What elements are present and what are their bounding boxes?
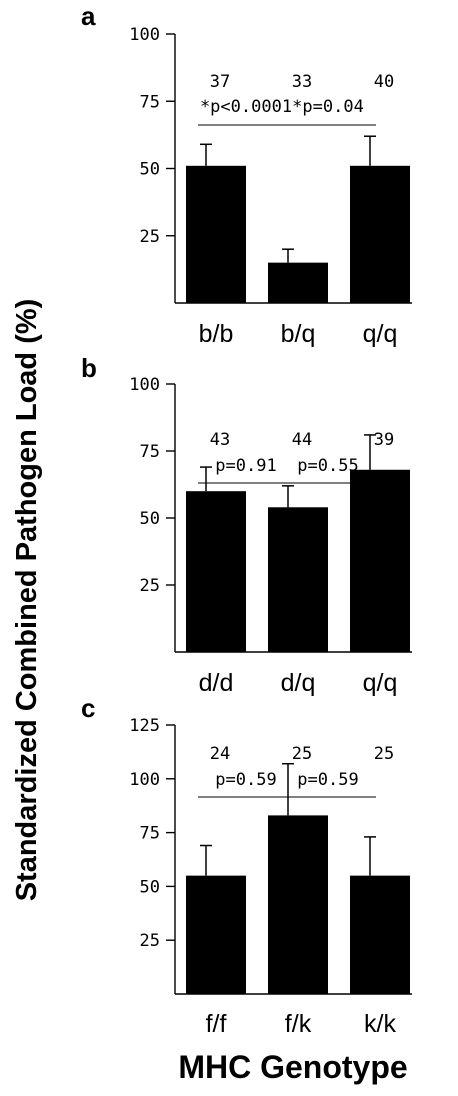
y-tick-label: 50 [140,509,160,529]
bar-k-k [350,875,410,994]
y-axis-title: Standardized Combined Pathogen Load (%) [11,299,43,902]
bar-d-d [186,491,246,652]
y-tick-label: 25 [140,227,160,247]
sample-size-label: 33 [292,72,312,92]
category-label: d/d [199,669,234,697]
y-tick-label: 50 [140,160,160,180]
panel-c: c 25 50 75 100 125 f/f 24 f/k 25 k/k 25 p=0.59 p=0.59 [81,693,412,1038]
y-tick-label: 100 [129,25,160,45]
y-tick-label: 75 [140,92,160,112]
bar-b-q [268,262,328,303]
category-label: b/b [199,320,234,348]
panel-letter: b [81,353,97,383]
p-value-label: *p<0.0001 [200,97,292,117]
y-tick-label: 25 [140,931,160,951]
category-label: d/q [281,669,316,697]
panel-letter: c [81,693,95,723]
y-tick-label: 25 [140,576,160,596]
sample-size-label: 43 [210,430,230,450]
sample-size-label: 44 [292,430,312,450]
y-tick-label: 75 [140,442,160,462]
y-tick-label: 75 [140,824,160,844]
bar-b-b [186,165,246,303]
y-tick-label: 100 [129,375,160,395]
category-label: k/k [364,1010,396,1038]
sample-size-label: 37 [210,72,230,92]
p-value-label: *p=0.04 [292,97,364,117]
category-label: b/q [281,320,316,348]
bar-f-f [186,875,246,994]
y-tick-label: 100 [129,770,160,790]
panel-a: a 25 50 75 100 b/b 37 b/q 33 q/q 40 *p<0.0001 *p=0.0… [81,1,412,348]
sample-size-label: 24 [210,744,230,764]
sample-size-label: 40 [374,72,394,92]
bar-q-q [350,165,410,303]
category-label: f/k [285,1010,312,1038]
bar-q-q [350,469,410,652]
bar-f-k [268,815,328,994]
category-label: q/q [363,669,398,697]
p-value-label: p=0.59 [215,770,276,790]
sample-size-label: 39 [374,430,394,450]
p-value-label: p=0.55 [297,456,358,476]
sample-size-label: 25 [374,744,394,764]
p-value-label: p=0.91 [215,456,276,476]
y-tick-label: 50 [140,877,160,897]
chart-panels: a 25 50 75 100 b/b 37 b/q 33 q/q 40 *p<0.0001 *p=0.0… [81,1,412,1038]
x-axis-title: MHC Genotype [178,1049,407,1085]
category-label: q/q [363,320,398,348]
panel-letter: a [81,1,96,31]
p-value-label: p=0.59 [297,770,358,790]
y-tick-label: 125 [129,716,160,736]
bar-d-q [268,507,328,652]
sample-size-label: 25 [292,744,312,764]
panel-b: b 25 50 75 100 d/d 43 d/q 44 q/q 39 p=0.91 p=0.55 [81,353,412,697]
category-label: f/f [206,1010,227,1038]
